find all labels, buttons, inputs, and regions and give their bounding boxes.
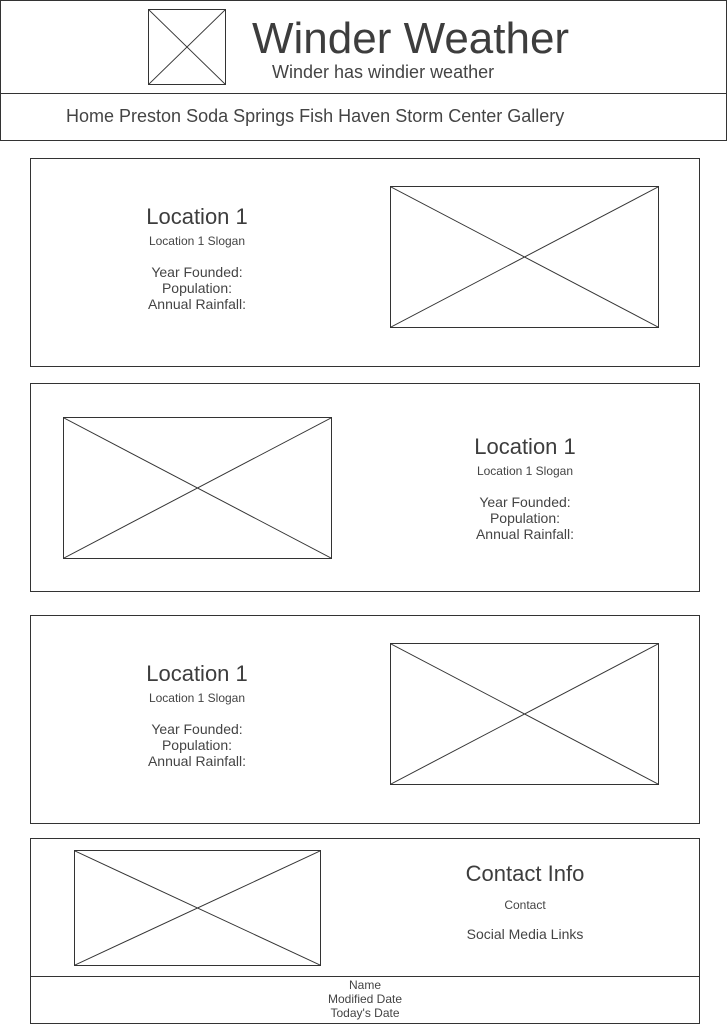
logo-placeholder-icon[interactable] [148,9,226,85]
location-slogan: Location 1 Slogan [476,464,574,478]
location-annual-rainfall: Annual Rainfall: [147,753,247,769]
location-info: Location 1 Location 1 Slogan Year Founde… [87,204,307,312]
main-nav [0,93,727,141]
location-year-founded: Year Founded: [151,264,243,280]
location-population: Population: [489,510,561,526]
location-population: Population: [161,737,233,753]
footer-info: Name Modified Date Today's Date [265,978,465,1020]
nav-link-preston[interactable]: Preston [119,106,182,126]
location-title: Location 1 [146,661,248,686]
location-info: Location 1 Location 1 Slogan Year Founde… [87,661,307,769]
footer-modified-date: Modified Date [327,992,403,1006]
location-image-placeholder-icon [390,186,659,328]
nav-link-soda-springs[interactable]: Soda Springs [186,106,295,126]
footer-name: Name [348,978,381,992]
location-image-placeholder-icon [63,417,332,559]
contact-title: Contact Info [465,861,585,886]
location-card [30,615,700,824]
location-title: Location 1 [146,204,248,229]
location-image-placeholder-icon [390,643,659,785]
nav-links: Home Preston Soda Springs Fish Haven Storm C… [66,105,569,127]
footer-todays-date: Today's Date [330,1006,400,1020]
nav-link-fish-haven[interactable]: Fish Haven [299,106,391,126]
location-year-founded: Year Founded: [151,721,243,737]
location-annual-rainfall: Annual Rainfall: [147,296,247,312]
location-title: Location 1 [474,434,576,459]
location-population: Population: [161,280,233,296]
contact-image-placeholder-icon [74,850,321,966]
nav-link-home[interactable]: Home [66,106,115,126]
location-info: Location 1 Location 1 Slogan Year Founde… [415,434,635,542]
location-slogan: Location 1 Slogan [148,691,246,705]
location-annual-rainfall: Annual Rainfall: [475,526,575,542]
nav-link-storm-center[interactable]: Storm Center [395,106,503,126]
location-card [30,158,700,367]
nav-link-gallery[interactable]: Gallery [507,106,565,126]
location-card [30,383,700,592]
contact-link[interactable]: Contact [504,898,546,912]
location-slogan: Location 1 Slogan [148,234,246,248]
site-title: Winder Weather [252,14,570,63]
site-tagline: Winder has windier weather [272,62,495,82]
social-media-links[interactable]: Social Media Links [466,926,584,942]
location-year-founded: Year Founded: [479,494,571,510]
